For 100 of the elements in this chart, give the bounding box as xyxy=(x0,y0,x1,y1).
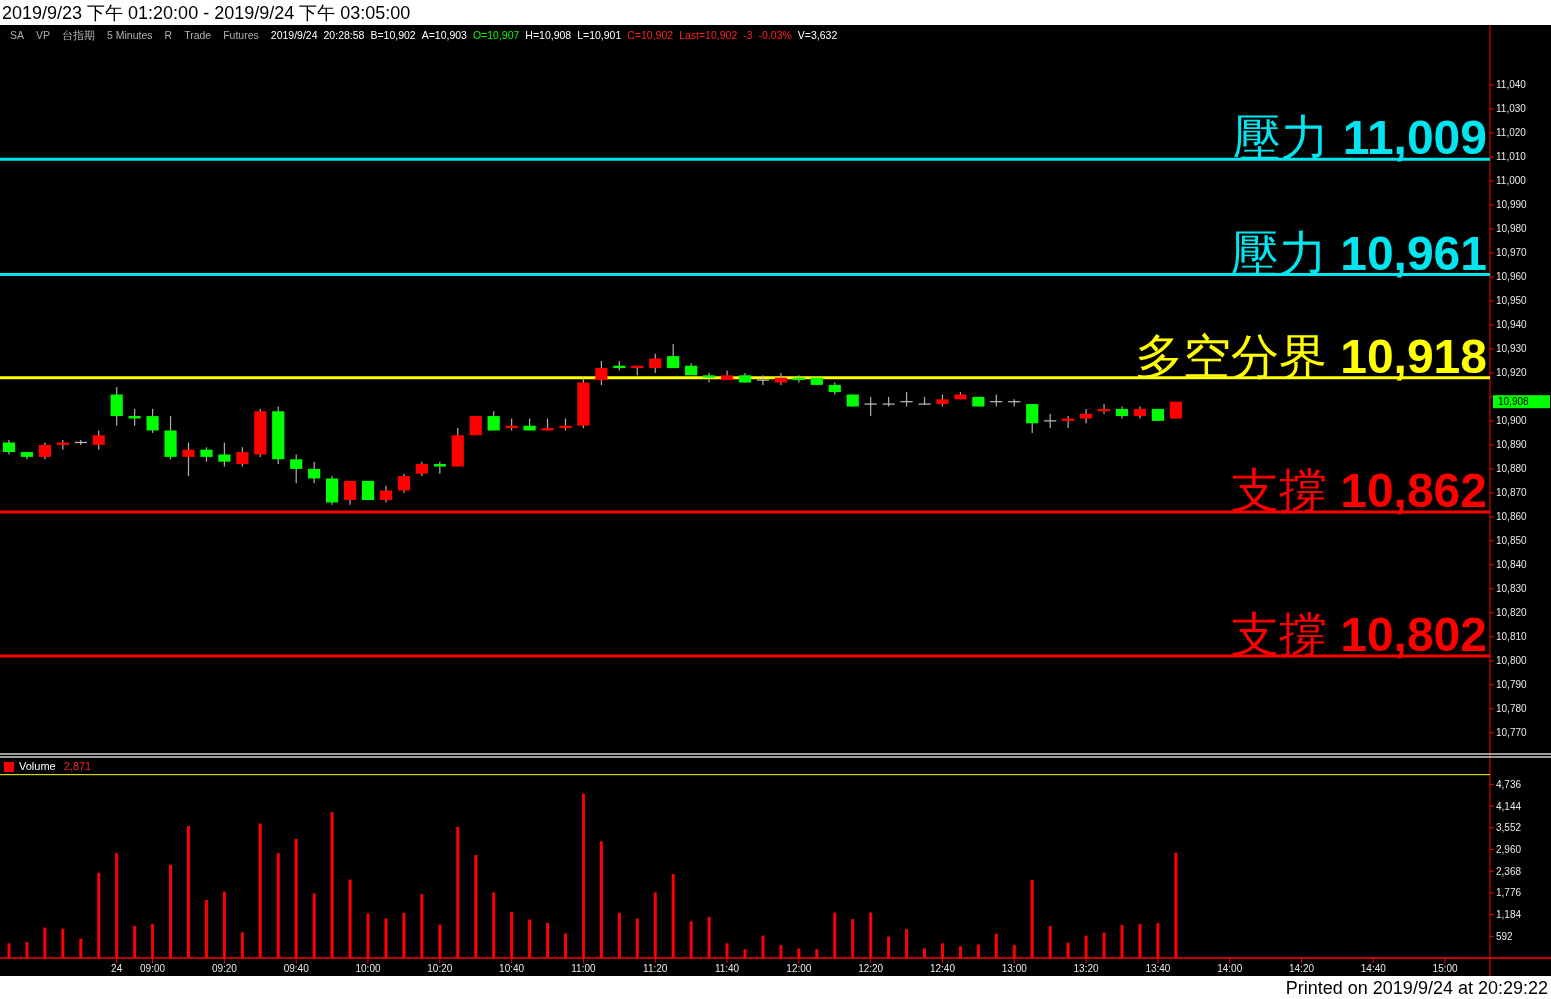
y-tick-label: 10,840 xyxy=(1496,559,1528,571)
candlestick xyxy=(236,446,249,468)
x-tick-label: 14:40 xyxy=(1360,963,1387,974)
annotation: B=10,902 xyxy=(370,29,416,41)
x-tick-label: 14:20 xyxy=(1288,963,1315,974)
ref-line-label: 支撐 10,862 xyxy=(1230,464,1487,518)
annotation: C=10,902 xyxy=(627,29,674,41)
candlestick xyxy=(290,453,303,484)
annotation: 2,871 xyxy=(63,760,92,772)
x-tick-label: 09:20 xyxy=(211,963,238,974)
annotation: 2019/9/24 xyxy=(270,29,318,41)
y-tick-label: 10,990 xyxy=(1496,199,1528,211)
y-tick-label: 10,950 xyxy=(1496,295,1528,307)
y-tick-label: 2,368 xyxy=(1496,865,1522,877)
candlestick xyxy=(595,360,608,386)
x-tick-label: 12:20 xyxy=(858,963,884,974)
y-tick-label: 10,900 xyxy=(1496,415,1528,427)
annotation: -3 xyxy=(743,29,753,41)
y-tick-label: 10,930 xyxy=(1496,343,1528,355)
y-tick-label: 10,830 xyxy=(1496,583,1528,595)
x-tick-label: 15:00 xyxy=(1432,963,1459,974)
x-tick-label: 14:00 xyxy=(1217,963,1243,974)
y-tick-label: 10,790 xyxy=(1496,679,1528,691)
ref-line-label: 支撐 10,802 xyxy=(1230,608,1487,662)
y-tick-label: 592 xyxy=(1496,930,1514,942)
x-tick-label: 10:20 xyxy=(427,963,453,974)
annotation: Futures xyxy=(223,29,259,41)
annotation: 20:28:58 xyxy=(323,29,365,41)
y-tick-label: 10,820 xyxy=(1496,607,1528,619)
annotation: O=10,907 xyxy=(472,29,520,41)
text: Printed on 2019/9/24 at 20:29:22 xyxy=(1285,978,1548,998)
annotation: Last=10,902 xyxy=(679,29,738,41)
y-tick-label: 10,800 xyxy=(1496,655,1528,667)
annotation: Trade xyxy=(184,29,212,41)
x-tick-label: 10:40 xyxy=(499,963,525,974)
annotation: -0.03% xyxy=(758,29,792,41)
candlestick xyxy=(774,372,788,386)
candlestick xyxy=(1026,403,1039,434)
candlestick xyxy=(702,372,716,384)
candlestick xyxy=(218,441,231,468)
x-tick-label: 13:20 xyxy=(1073,963,1100,974)
y-tick-label: 11,040 xyxy=(1496,79,1527,91)
x-tick-label: 11:20 xyxy=(643,963,668,974)
y-tick-label: 10,980 xyxy=(1496,223,1528,235)
y-tick-label: 4,144 xyxy=(1496,800,1522,812)
y-tick-label: 10,810 xyxy=(1496,631,1528,643)
chart-title: 2019/9/23 下午 01:20:00 - 2019/9/24 下午 03:05:00 xyxy=(2,3,411,23)
x-tick-label: 24 xyxy=(111,963,123,974)
candlestick xyxy=(326,475,339,506)
candlestick xyxy=(1062,415,1075,429)
y-tick-label: 11,000 xyxy=(1496,175,1527,187)
annotation: R xyxy=(164,29,173,41)
annotation: L=10,901 xyxy=(577,29,622,41)
x-tick-label: 12:40 xyxy=(929,963,956,974)
x-tick-label: 11:40 xyxy=(714,963,740,974)
y-tick-label: 2,960 xyxy=(1496,843,1522,855)
candlestick xyxy=(182,441,195,477)
annotation: SA xyxy=(10,29,25,41)
y-tick-label: 10,780 xyxy=(1496,703,1528,715)
candlestick xyxy=(110,386,123,427)
y-tick-label: 1,776 xyxy=(1496,887,1522,899)
y-tick-label: 10,860 xyxy=(1496,511,1528,523)
y-tick-label: 10,960 xyxy=(1496,271,1528,283)
candlestick xyxy=(756,374,770,386)
y-tick-label: 1,184 xyxy=(1496,909,1522,921)
x-tick-label: 13:40 xyxy=(1145,963,1171,974)
y-tick-label: 11,010 xyxy=(1496,151,1527,163)
annotation: VP xyxy=(36,29,51,41)
y-tick-label: 11,030 xyxy=(1496,103,1527,115)
x-tick-label: 09:00 xyxy=(140,963,166,974)
annotation: V=3,632 xyxy=(797,29,838,41)
x-tick-label: 11:00 xyxy=(571,963,597,974)
y-tick-label: 11,020 xyxy=(1496,127,1527,139)
y-tick-label: 10,940 xyxy=(1496,319,1528,331)
y-tick-label: 10,850 xyxy=(1496,535,1528,547)
legend-label: Volume xyxy=(19,760,56,772)
y-tick-label: 10,890 xyxy=(1496,439,1528,451)
annotation: 5 Minutes xyxy=(107,29,153,41)
ref-line-label: 多空分界 10,918 xyxy=(1134,329,1487,383)
x-tick-label: 10:00 xyxy=(355,963,381,974)
candlestick xyxy=(92,429,105,451)
y-tick-label: 10,870 xyxy=(1496,487,1528,499)
y-tick-label: 3,552 xyxy=(1496,822,1522,834)
x-tick-label: 13:00 xyxy=(1001,963,1028,974)
y-tick-label: 4,736 xyxy=(1496,778,1522,790)
candlestick xyxy=(308,461,321,484)
candlestick xyxy=(146,408,159,434)
x-tick-label: 12:00 xyxy=(786,963,812,974)
price-tag: 10,908 xyxy=(1493,395,1550,409)
y-tick-label: 10,880 xyxy=(1496,463,1528,475)
candlestick xyxy=(649,353,662,374)
y-tick-label: 10,920 xyxy=(1496,367,1528,379)
candlestick xyxy=(397,473,411,494)
annotation: A=10,903 xyxy=(421,29,468,41)
annotation: H=10,908 xyxy=(525,29,572,41)
y-tick-label: 10,770 xyxy=(1496,727,1528,739)
y-tick-label: 10,970 xyxy=(1496,247,1528,259)
x-tick-label: 09:40 xyxy=(283,963,310,974)
annotation: 台指期 xyxy=(62,29,96,41)
candlestick xyxy=(863,396,878,417)
